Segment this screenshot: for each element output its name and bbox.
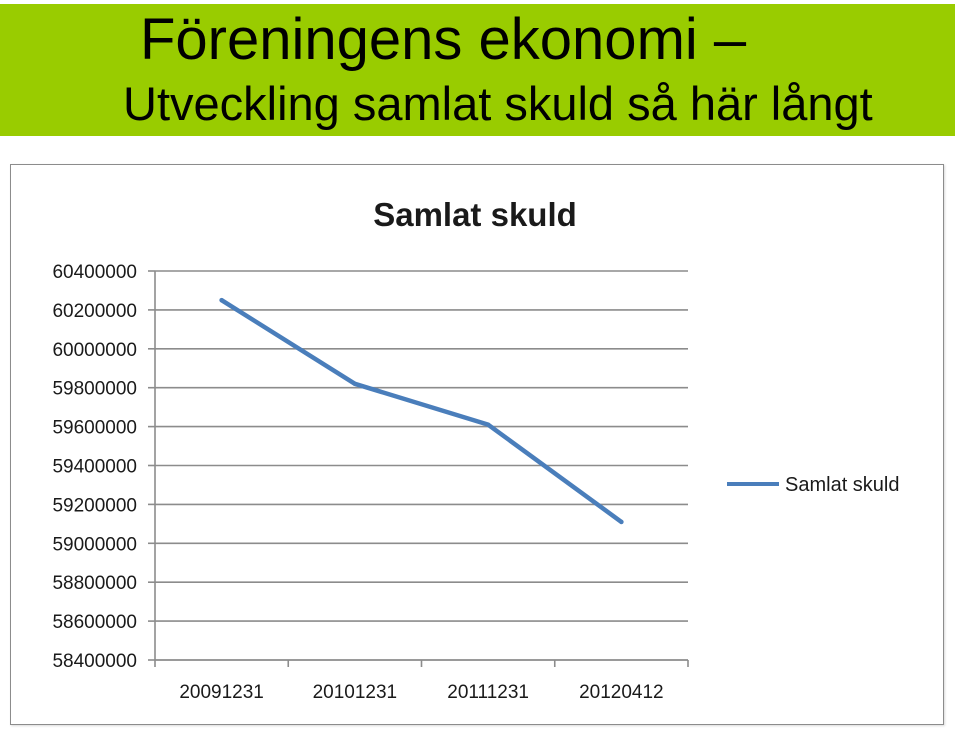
data-point (485, 422, 491, 427)
y-tick-label: 58400000 (52, 651, 137, 672)
y-tick-label: 60400000 (52, 262, 137, 283)
data-point (352, 381, 358, 387)
y-tick-label: 60200000 (52, 301, 137, 322)
gridlines (155, 270, 688, 661)
y-tick-label: 59200000 (52, 495, 137, 516)
series-line (219, 297, 624, 525)
legend: Samlat skuld (727, 474, 900, 496)
slide-header (0, 4, 955, 136)
y-axis: 60400000 60200000 60000000 59800000 59600000… (52, 262, 156, 672)
y-tick-label: 58800000 (52, 573, 137, 594)
y-tick-label: 59800000 (52, 379, 137, 400)
x-tick-label: 20101231 (313, 682, 398, 703)
slide-title: Föreningens ekonomi – (140, 7, 747, 72)
y-tick-label: 59600000 (52, 418, 137, 439)
y-tick-label: 59000000 (52, 534, 137, 555)
x-axis: 20091231 20101231 20111231 20120412 (154, 659, 689, 703)
x-tick-label: 20111231 (447, 682, 529, 703)
series-group (219, 297, 624, 525)
chart-title: Samlat skuld (373, 196, 577, 233)
data-point (619, 519, 624, 525)
y-tick-label: 58600000 (52, 612, 137, 633)
y-tick-label: 60000000 (52, 340, 137, 361)
legend-label: Samlat skuld (785, 474, 900, 496)
chart-frame (10, 164, 944, 725)
y-tick-label: 59400000 (52, 457, 137, 478)
x-tick-label: 20091231 (179, 682, 264, 703)
x-tick-label: 20120412 (579, 682, 664, 703)
slide-subtitle: Utveckling samlat skuld så här långt (123, 77, 873, 130)
data-point (219, 297, 224, 303)
